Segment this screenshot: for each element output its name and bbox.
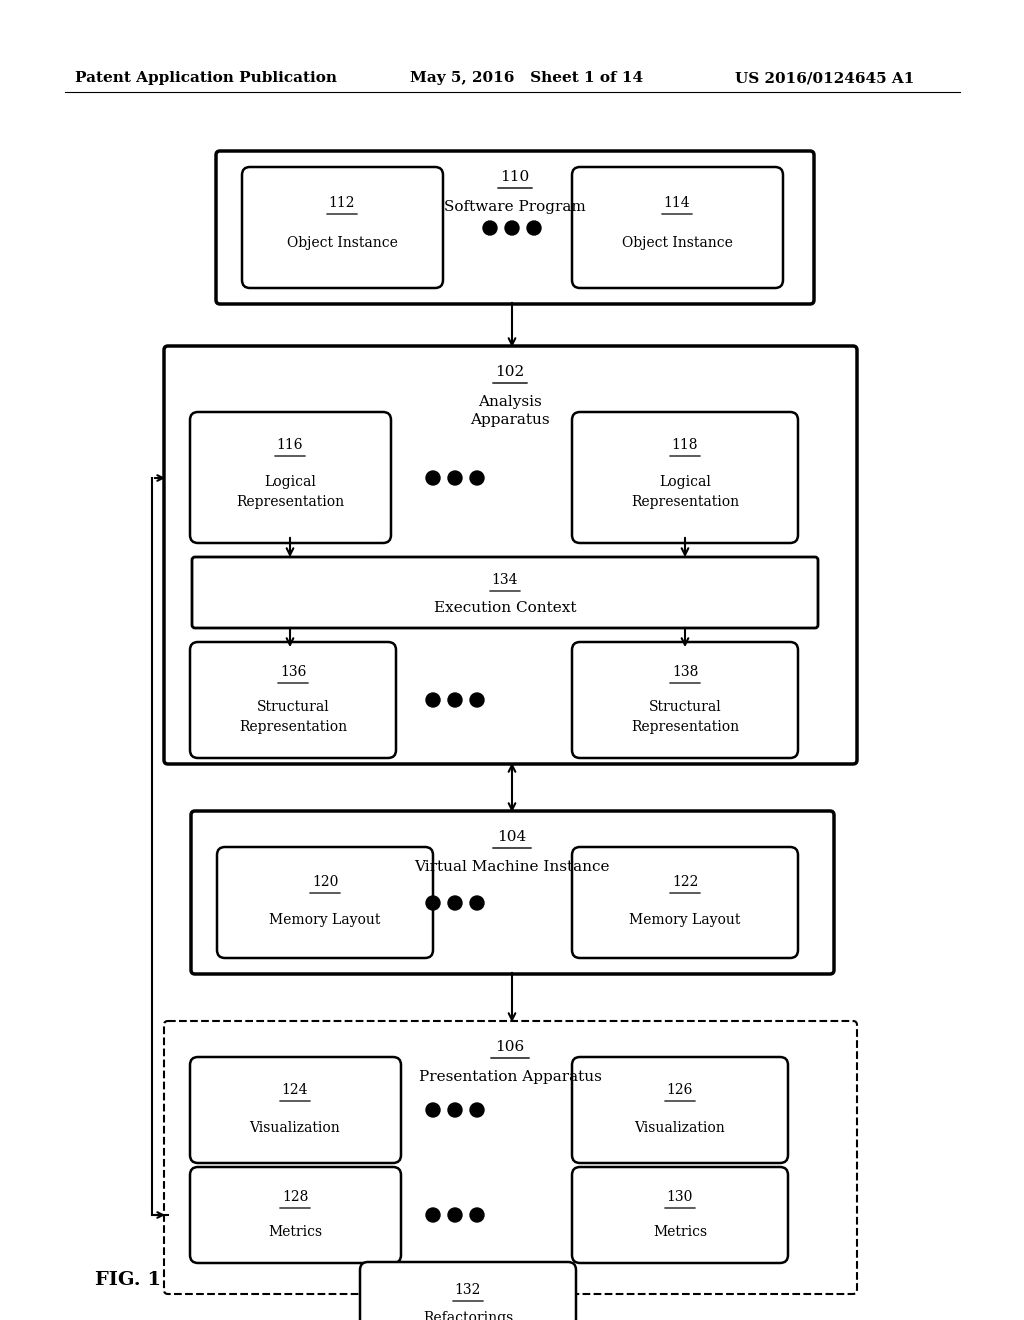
FancyBboxPatch shape: [190, 1057, 401, 1163]
Circle shape: [426, 1208, 440, 1222]
Text: 110: 110: [501, 170, 529, 183]
Text: Metrics: Metrics: [653, 1225, 707, 1239]
Text: 122: 122: [672, 875, 698, 888]
Circle shape: [505, 220, 519, 235]
Text: Object Instance: Object Instance: [622, 236, 732, 249]
FancyBboxPatch shape: [190, 642, 396, 758]
FancyBboxPatch shape: [164, 1020, 857, 1294]
Text: Metrics: Metrics: [268, 1225, 323, 1239]
FancyBboxPatch shape: [191, 810, 834, 974]
Text: Virtual Machine Instance: Virtual Machine Instance: [415, 861, 609, 874]
Text: Software Program: Software Program: [444, 201, 586, 214]
Circle shape: [470, 693, 484, 708]
Text: Representation: Representation: [631, 719, 739, 734]
Text: Representation: Representation: [236, 495, 344, 510]
Circle shape: [426, 693, 440, 708]
Circle shape: [449, 1104, 462, 1117]
Text: Visualization: Visualization: [635, 1121, 725, 1135]
Circle shape: [470, 1208, 484, 1222]
Text: 138: 138: [672, 665, 698, 678]
FancyBboxPatch shape: [216, 150, 814, 304]
Circle shape: [470, 896, 484, 909]
Text: Structural: Structural: [257, 700, 330, 714]
Circle shape: [449, 896, 462, 909]
Text: US 2016/0124645 A1: US 2016/0124645 A1: [735, 71, 914, 84]
Text: Execution Context: Execution Context: [434, 601, 577, 615]
Circle shape: [470, 471, 484, 484]
FancyBboxPatch shape: [572, 642, 798, 758]
Circle shape: [449, 693, 462, 708]
FancyBboxPatch shape: [572, 168, 783, 288]
Text: Memory Layout: Memory Layout: [269, 913, 381, 927]
FancyBboxPatch shape: [217, 847, 433, 958]
Circle shape: [426, 1104, 440, 1117]
Circle shape: [426, 896, 440, 909]
Text: Analysis: Analysis: [478, 395, 542, 409]
Text: 106: 106: [496, 1040, 524, 1053]
FancyBboxPatch shape: [190, 1167, 401, 1263]
Text: 102: 102: [496, 366, 524, 379]
Circle shape: [449, 471, 462, 484]
Text: Presentation Apparatus: Presentation Apparatus: [419, 1071, 601, 1084]
Text: FIG. 1: FIG. 1: [95, 1271, 161, 1290]
Text: 132: 132: [455, 1283, 481, 1298]
Text: Logical: Logical: [264, 475, 316, 488]
Text: 134: 134: [492, 573, 518, 587]
FancyBboxPatch shape: [164, 346, 857, 764]
Text: Apparatus: Apparatus: [470, 413, 550, 426]
FancyBboxPatch shape: [572, 1057, 788, 1163]
Text: Refactorings: Refactorings: [423, 1311, 513, 1320]
Circle shape: [449, 1208, 462, 1222]
Text: 104: 104: [498, 830, 526, 843]
Text: 124: 124: [282, 1082, 308, 1097]
Text: Representation: Representation: [239, 719, 347, 734]
FancyBboxPatch shape: [190, 412, 391, 543]
FancyBboxPatch shape: [572, 412, 798, 543]
Text: Patent Application Publication: Patent Application Publication: [75, 71, 337, 84]
Text: 120: 120: [312, 875, 338, 888]
Text: Logical: Logical: [659, 475, 711, 488]
FancyBboxPatch shape: [572, 847, 798, 958]
Text: 114: 114: [664, 195, 690, 210]
FancyBboxPatch shape: [242, 168, 443, 288]
Text: Visualization: Visualization: [250, 1121, 340, 1135]
Circle shape: [527, 220, 541, 235]
Text: 128: 128: [282, 1191, 308, 1204]
Circle shape: [426, 471, 440, 484]
FancyBboxPatch shape: [360, 1262, 575, 1320]
FancyBboxPatch shape: [193, 557, 818, 628]
Text: 112: 112: [329, 195, 355, 210]
Circle shape: [483, 220, 497, 235]
Text: 126: 126: [667, 1082, 693, 1097]
Text: Object Instance: Object Instance: [287, 236, 397, 249]
Text: Memory Layout: Memory Layout: [630, 913, 740, 927]
Text: 118: 118: [672, 438, 698, 451]
Text: Representation: Representation: [631, 495, 739, 510]
Text: 116: 116: [276, 438, 303, 451]
Text: 130: 130: [667, 1191, 693, 1204]
Circle shape: [470, 1104, 484, 1117]
Text: May 5, 2016   Sheet 1 of 14: May 5, 2016 Sheet 1 of 14: [410, 71, 643, 84]
Text: 136: 136: [280, 665, 306, 678]
Text: Structural: Structural: [648, 700, 721, 714]
FancyBboxPatch shape: [572, 1167, 788, 1263]
